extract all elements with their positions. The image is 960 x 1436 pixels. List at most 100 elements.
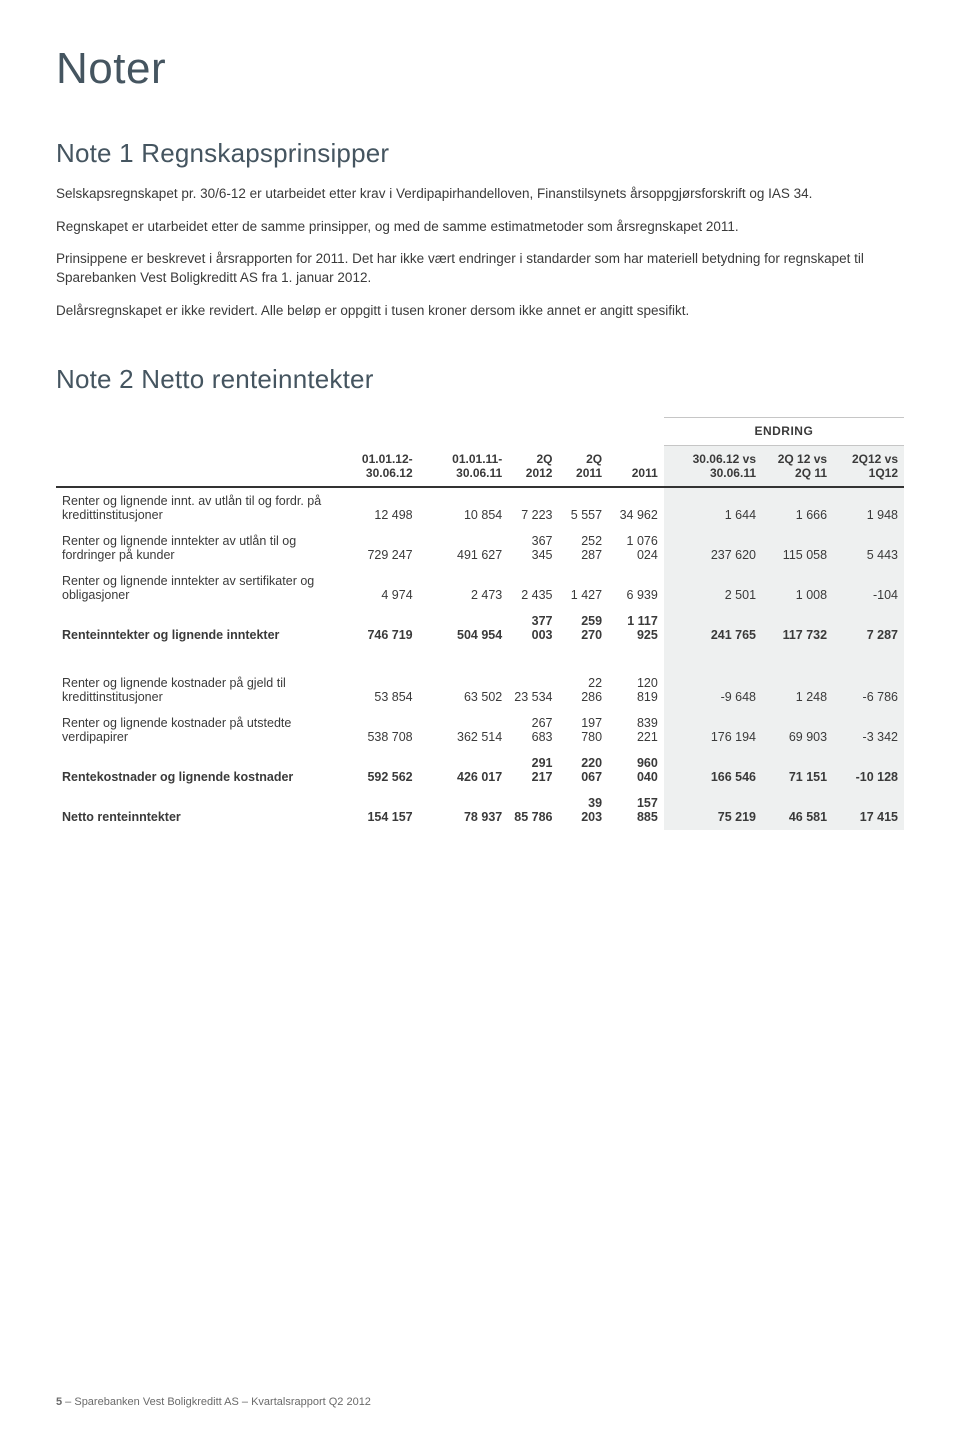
cell: 2 435 [508, 568, 558, 608]
cell: 7 287 [833, 608, 904, 648]
note1-para2: Regnskapet er utarbeidet etter de samme … [56, 218, 904, 237]
cell: 291 217 [508, 750, 558, 790]
cell: -6 786 [833, 670, 904, 710]
col-header: 2Q 2011 [558, 445, 608, 487]
table-row: Renter og lignende innt. av utlån til og… [56, 487, 904, 528]
cell: 63 502 [419, 670, 509, 710]
cell: 46 581 [762, 790, 833, 830]
cell: 504 954 [419, 608, 509, 648]
cell: 2 473 [419, 568, 509, 608]
table-row: Renter og lignende kostnader på utstedte… [56, 710, 904, 750]
cell: 12 498 [328, 487, 419, 528]
cell: 237 620 [664, 528, 762, 568]
footer: 5 – Sparebanken Vest Boligkreditt AS – K… [56, 1396, 371, 1408]
cell: 220 067 [558, 750, 608, 790]
cell: 1 117 925 [608, 608, 664, 648]
note1-heading: Note 1 Regnskapsprinsipper [56, 138, 904, 169]
cell: 78 937 [419, 790, 509, 830]
row-label: Renter og lignende kostnader på gjeld ti… [56, 670, 328, 710]
cell: 117 732 [762, 608, 833, 648]
cell: 53 854 [328, 670, 419, 710]
cell: 115 058 [762, 528, 833, 568]
cell: 71 151 [762, 750, 833, 790]
cell: -10 128 [833, 750, 904, 790]
cell: -9 648 [664, 670, 762, 710]
cell: 241 765 [664, 608, 762, 648]
cell: 157 885 [608, 790, 664, 830]
cell: 6 939 [608, 568, 664, 608]
row-label: Netto renteinntekter [56, 790, 328, 830]
cell: 34 962 [608, 487, 664, 528]
note2-table: ENDRING 01.01.12-30.06.12 01.01.11-30.06… [56, 417, 904, 830]
row-label: Renter og lignende kostnader på utstedte… [56, 710, 328, 750]
cell: 592 562 [328, 750, 419, 790]
cell: 10 854 [419, 487, 509, 528]
endring-header: ENDRING [664, 418, 904, 445]
cell: 85 786 [508, 790, 558, 830]
cell: 252 287 [558, 528, 608, 568]
cell: 426 017 [419, 750, 509, 790]
cell: 2 501 [664, 568, 762, 608]
table-row: Renter og lignende kostnader på gjeld ti… [56, 670, 904, 710]
cell: 1 248 [762, 670, 833, 710]
table-row: Renter og lignende inntekter av sertifik… [56, 568, 904, 608]
cell: 22 286 [558, 670, 608, 710]
cell: 154 157 [328, 790, 419, 830]
cell: 23 534 [508, 670, 558, 710]
cell: 960 040 [608, 750, 664, 790]
cell: 491 627 [419, 528, 509, 568]
cell: 5 557 [558, 487, 608, 528]
cell: 259 270 [558, 608, 608, 648]
cell: 120 819 [608, 670, 664, 710]
col-header: 01.01.11-30.06.11 [419, 445, 509, 487]
cell: 267 683 [508, 710, 558, 750]
col-header: 2011 [608, 445, 664, 487]
table-row: Renter og lignende inntekter av utlån ti… [56, 528, 904, 568]
cell: 1 076 024 [608, 528, 664, 568]
table-body-2: Renter og lignende kostnader på gjeld ti… [56, 670, 904, 830]
cell: 362 514 [419, 710, 509, 750]
cell: 197 780 [558, 710, 608, 750]
cell: 7 223 [508, 487, 558, 528]
cell: 839 221 [608, 710, 664, 750]
note1-para4: Delårsregnskapet er ikke revidert. Alle … [56, 302, 904, 321]
cell: -3 342 [833, 710, 904, 750]
row-label: Renter og lignende inntekter av sertifik… [56, 568, 328, 608]
table-body-1: Renter og lignende innt. av utlån til og… [56, 487, 904, 648]
col-header: 2Q 2012 [508, 445, 558, 487]
cell: 1 008 [762, 568, 833, 608]
cell: 377 003 [508, 608, 558, 648]
col-header: 01.01.12-30.06.12 [328, 445, 419, 487]
cell: 176 194 [664, 710, 762, 750]
col-header: 2Q12 vs 1Q12 [833, 445, 904, 487]
note2-heading: Note 2 Netto renteinntekter [56, 364, 904, 395]
cell: 729 247 [328, 528, 419, 568]
cell: 367 345 [508, 528, 558, 568]
cell: 1 948 [833, 487, 904, 528]
cell: 746 719 [328, 608, 419, 648]
row-label: Rentekostnader og lignende kostnader [56, 750, 328, 790]
cell: 166 546 [664, 750, 762, 790]
page-title: Noter [56, 44, 904, 94]
cell: 39 203 [558, 790, 608, 830]
table-row: Rentekostnader og lignende kostnader592 … [56, 750, 904, 790]
cell: 1 666 [762, 487, 833, 528]
cell: 5 443 [833, 528, 904, 568]
cell: 75 219 [664, 790, 762, 830]
row-label: Renteinntekter og lignende inntekter [56, 608, 328, 648]
cell: -104 [833, 568, 904, 608]
row-label: Renter og lignende inntekter av utlån ti… [56, 528, 328, 568]
footer-text: – Sparebanken Vest Boligkreditt AS – Kva… [62, 1396, 371, 1408]
cell: 4 974 [328, 568, 419, 608]
table-row: Renteinntekter og lignende inntekter746 … [56, 608, 904, 648]
note1-para3: Prinsippene er beskrevet i årsrapporten … [56, 250, 904, 287]
table-row: Netto renteinntekter154 15778 93785 7863… [56, 790, 904, 830]
col-header: 2Q 12 vs 2Q 11 [762, 445, 833, 487]
note1-para1: Selskapsregnskapet pr. 30/6-12 er utarbe… [56, 185, 904, 204]
cell: 1 427 [558, 568, 608, 608]
cell: 17 415 [833, 790, 904, 830]
col-header: 30.06.12 vs 30.06.11 [664, 445, 762, 487]
cell: 538 708 [328, 710, 419, 750]
cell: 69 903 [762, 710, 833, 750]
cell: 1 644 [664, 487, 762, 528]
